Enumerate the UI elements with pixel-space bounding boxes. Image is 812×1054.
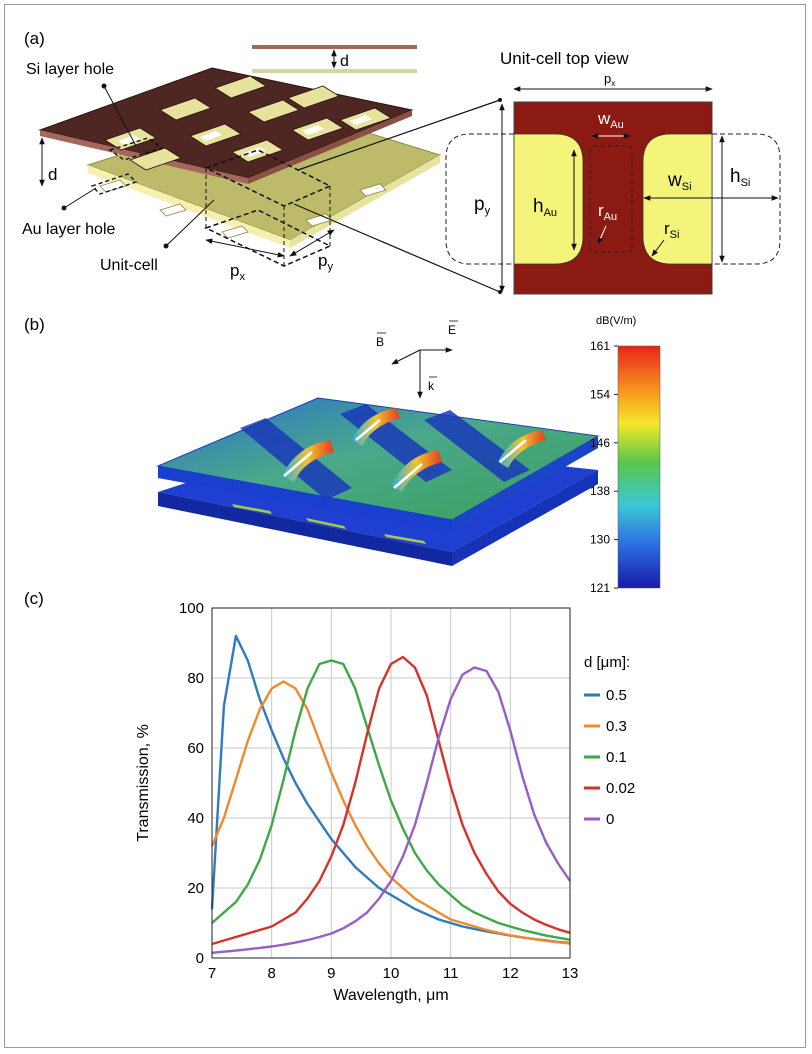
tv-hsi-label: hSi [730,166,750,189]
tv-rau-label: rAu [598,201,617,223]
legend-title: d [μm]: [584,654,630,671]
tv-rsi-label: rSi [664,219,679,241]
unit-cell-outline [204,149,332,207]
y-tick-label: 80 [187,670,204,687]
si-hole-label: Si layer hole [26,61,114,78]
x-tick-label: 11 [443,965,459,982]
x-tick-label: 9 [327,965,335,982]
legend-entry-0.5: 0.5 [606,687,627,704]
vector-e-label: E [448,323,456,337]
colorbar-unit: dB(V/m) [596,315,636,327]
py-main-label: py [318,251,333,273]
figure-frame [4,4,806,1048]
vector-k-label: k [428,379,435,393]
panel-a-label: (a) [24,29,45,48]
x-tick-label: 12 [502,965,519,982]
colorbar-tick-label: 138 [590,484,610,498]
field-simulation-render [156,397,600,566]
colorbar-tick-label: 121 [590,581,610,595]
px-main-label: px [230,261,245,283]
panel-c-label: (c) [24,589,44,608]
transmission-chart: 7 8 9 10 11 12 13 0 20 40 60 80 100 Wavelength, μm Tra… [135,600,578,1004]
tv-wsi-label: wSi [667,170,692,193]
colorbar-tick-label: 130 [590,533,610,547]
colorbar-tick-label: 154 [590,387,610,401]
tv-py-label: py [474,194,491,217]
tv-px-label: px [604,71,615,88]
series-line-0.3 [210,680,571,945]
y-tick-label: 0 [196,950,204,967]
vector-b-label: B [376,335,384,349]
tv-hau-label: hAu [533,196,557,219]
series-line-0.1 [211,659,571,941]
x-tick-label: 8 [267,965,275,982]
x-tick-label: 7 [208,965,216,982]
y-tick-label: 60 [187,740,204,757]
structure-3d [38,67,442,267]
colorbar: dB(V/m) 161 154 146 138 130 121 [590,315,661,595]
panel-b-label: (b) [24,315,45,334]
colorbar-tick-label: 146 [590,436,610,450]
field-vectors: B E k [376,320,458,399]
au-hole-label: Au layer hole [22,221,115,238]
tv-wau-label: wAu [597,109,624,131]
x-tick-label: 13 [562,965,579,982]
d-inset: d [252,45,417,73]
d-side-label: d [48,165,57,184]
y-axis-label: Transmission, % [135,724,152,842]
legend-entry-0: 0 [606,811,614,828]
colorbar-ticks: 161 154 146 138 130 121 [590,339,618,595]
series-line-0 [211,666,571,954]
top-view-title: Unit-cell top view [500,49,629,68]
y-tick-label: 20 [187,880,204,897]
series-line-0.02 [211,655,571,946]
chart-legend: 0.5 0.3 0.1 0.02 0 [584,687,635,828]
x-axis-label: Wavelength, μm [333,987,448,1004]
legend-entry-0.02: 0.02 [606,780,635,797]
x-tick-label: 10 [383,965,400,982]
plot-border [211,607,571,959]
unit-cell-label: Unit-cell [100,257,158,274]
y-tick-label: 40 [187,810,204,827]
y-tick-label: 100 [179,600,204,617]
legend-entry-0.3: 0.3 [606,718,627,735]
colorbar-tick-label: 161 [590,339,610,353]
legend-entry-0.1: 0.1 [606,749,627,766]
d-top-label: d [340,53,349,70]
